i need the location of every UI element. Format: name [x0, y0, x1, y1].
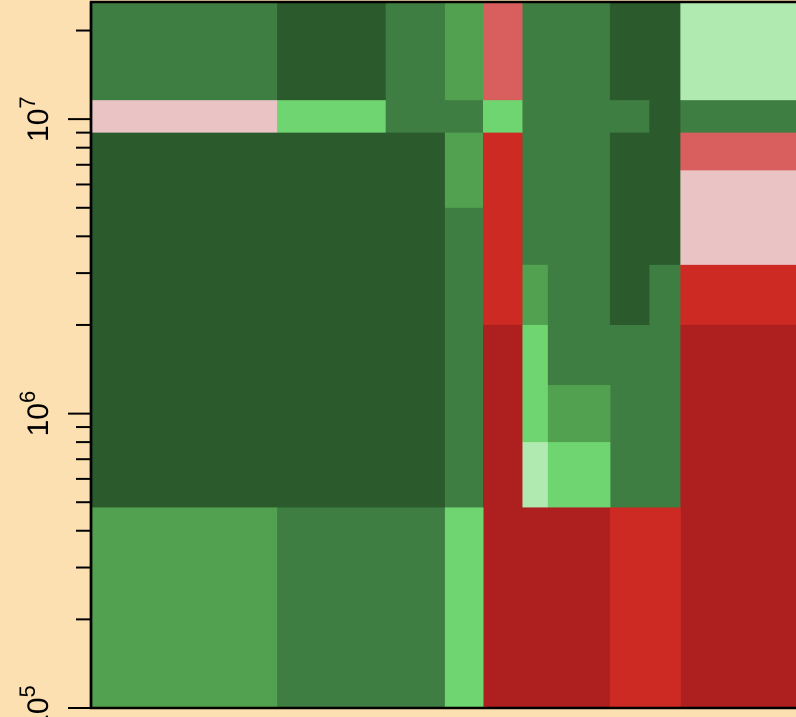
- heatmap-cell: [522, 2, 611, 101]
- heatmap-cell: [482, 2, 523, 101]
- heatmap-cell: [547, 264, 611, 326]
- heatmap-cell: [609, 507, 681, 709]
- heatmap-cell: [444, 207, 484, 508]
- heatmap-cell: [522, 264, 549, 326]
- heatmap-cell: [547, 442, 611, 508]
- y-tick-label: 107: [15, 96, 55, 142]
- heatmap-cell: [680, 324, 796, 709]
- heatmap-cell: [91, 100, 278, 134]
- heatmap-cell: [522, 385, 549, 443]
- heatmap-cell: [277, 100, 387, 134]
- heatmap-cell: [522, 132, 611, 266]
- heatmap-cell: [680, 132, 796, 171]
- heatmap-cell: [522, 100, 650, 134]
- heatmap-cell: [547, 324, 611, 386]
- heatmap-cell: [385, 2, 446, 101]
- heatmap-cell: [91, 132, 446, 508]
- heatmap-cell: [649, 100, 681, 134]
- heatmap-cell: [444, 132, 484, 209]
- heatmap-cell: [277, 507, 446, 709]
- heatmap-cell: [482, 324, 523, 709]
- heatmap-cell: [91, 507, 278, 709]
- heatmap-cell: [277, 2, 387, 101]
- heatmap-cell: [91, 2, 278, 101]
- heatmap-cell: [609, 2, 681, 101]
- heatmap-cells: [91, 2, 796, 709]
- heatmap-cell: [522, 507, 611, 709]
- heatmap-cell: [522, 324, 549, 386]
- y-tick-label: 106: [15, 391, 55, 437]
- heatmap-cell: [444, 2, 484, 101]
- heatmap-cell: [547, 385, 611, 443]
- heatmap-cell: [444, 507, 484, 709]
- heatmap-cell: [609, 324, 681, 508]
- heatmap-cell: [522, 442, 549, 508]
- heatmap-cell: [680, 170, 796, 266]
- heatmap-cell: [609, 132, 681, 266]
- heatmap-cell: [385, 100, 484, 134]
- heatmap-cell: [680, 100, 796, 134]
- heatmap-cell: [680, 264, 796, 326]
- y-tick-label: 105: [15, 685, 55, 717]
- plot-frame: [89, 0, 796, 710]
- heatmap-cell: [482, 100, 523, 134]
- heatmap-cell: [482, 132, 523, 326]
- y-axis: 105 106 107: [15, 2, 93, 717]
- heatmap-cell: [609, 264, 650, 326]
- heatmap-cell: [680, 2, 796, 101]
- heatmap-cell: [649, 264, 681, 326]
